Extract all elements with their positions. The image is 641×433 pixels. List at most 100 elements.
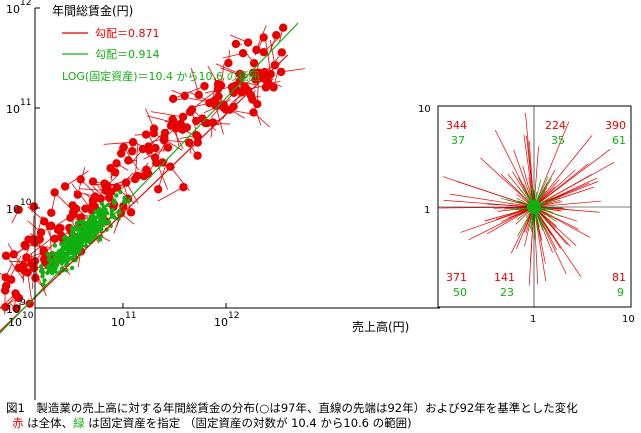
- red-data-point: [12, 304, 21, 313]
- red-data-point: [50, 188, 59, 197]
- x-tick-exponent: 12: [228, 311, 239, 321]
- green-data-point: [45, 270, 50, 276]
- red-data-point: [35, 235, 44, 244]
- green-data-point: [46, 263, 52, 268]
- red-data-point: [153, 185, 163, 194]
- red-data-point: [111, 168, 120, 177]
- green-data-point: [52, 243, 58, 248]
- y-tick-label: 10: [6, 203, 20, 216]
- inset-red-ray: [533, 149, 611, 208]
- inset-count-tl-red: 344: [446, 119, 467, 132]
- red-data-point: [278, 23, 288, 32]
- caption-green-word: 緑: [73, 416, 85, 430]
- red-data-point: [40, 217, 49, 226]
- red-data-point: [253, 99, 262, 109]
- red-change-segment: [172, 85, 205, 100]
- green-data-point: [73, 239, 79, 245]
- red-change-segment: [147, 142, 166, 175]
- red-data-point: [251, 75, 260, 84]
- red-data-point: [24, 235, 33, 244]
- red-data-point: [68, 207, 78, 217]
- red-data-point: [88, 177, 98, 186]
- red-data-point: [126, 208, 136, 217]
- green-data-point: [52, 257, 57, 262]
- red-data-point: [127, 146, 137, 156]
- inset-count-tl-green: 37: [451, 134, 465, 147]
- red-data-point: [243, 38, 253, 47]
- x-tick-exponent: 11: [125, 311, 136, 321]
- green-data-point: [97, 210, 102, 216]
- caption-red-word: 赤: [12, 416, 24, 430]
- inset-red-ray: [533, 206, 582, 278]
- green-data-point: [54, 251, 59, 257]
- inset-red-ray: [533, 146, 539, 208]
- inset-count-br-red: 81: [612, 271, 626, 284]
- green-data-point: [65, 236, 71, 241]
- green-data-point: [73, 225, 79, 230]
- red-data-point: [152, 158, 161, 167]
- green-data-point: [93, 209, 98, 214]
- red-data-point: [60, 182, 70, 191]
- red-data-point: [185, 138, 194, 147]
- green-data-point: [86, 237, 92, 242]
- inset-red-ray: [533, 200, 602, 208]
- inset-red-ray: [510, 206, 535, 254]
- inset-count-tc-red: 224: [545, 119, 566, 132]
- green-data-point: [72, 243, 77, 248]
- inset-count-tr-green: 61: [612, 134, 626, 147]
- green-data-point: [50, 270, 55, 276]
- red-data-point: [187, 105, 197, 114]
- inset-count-tc-green: 35: [551, 134, 565, 147]
- red-data-point: [14, 205, 23, 214]
- green-data-point: [50, 266, 55, 271]
- green-data-point: [118, 189, 123, 195]
- green-data-point: [42, 278, 47, 283]
- green-data-point: [112, 201, 117, 206]
- red-data-point: [6, 275, 16, 284]
- green-data-point: [68, 246, 74, 251]
- red-data-point: [240, 82, 250, 92]
- inset-frame: [437, 105, 632, 308]
- y-tick-exponent: 9: [20, 298, 26, 308]
- red-data-point: [19, 261, 28, 270]
- red-data-point: [119, 202, 128, 211]
- red-data-point: [36, 228, 46, 237]
- inset-red-ray: [513, 149, 535, 208]
- y-tick-exponent: 10: [20, 198, 32, 208]
- red-data-point: [119, 142, 128, 152]
- red-data-point: [50, 234, 59, 243]
- red-data-point: [249, 108, 258, 117]
- green-data-point: [52, 262, 58, 268]
- x-tick-exponent: 10: [22, 311, 34, 321]
- y-tick-label: 10: [6, 3, 20, 16]
- red-data-point: [45, 221, 55, 231]
- red-data-point: [163, 143, 173, 152]
- inset-red-ray: [456, 181, 535, 208]
- red-change-segment: [215, 63, 241, 75]
- red-data-point: [149, 124, 159, 133]
- red-change-segment: [26, 238, 52, 258]
- main-regression-lines: [0, 22, 299, 334]
- y-tick-exponent: 12: [20, 0, 31, 8]
- red-data-point: [193, 151, 202, 160]
- x-axis-label: 売上高(円): [352, 319, 409, 334]
- inset-red-ray: [533, 206, 577, 247]
- red-data-point: [207, 97, 217, 107]
- red-data-point: [224, 58, 233, 68]
- green-data-point: [81, 233, 87, 239]
- inset-x-tick-1: 1: [530, 314, 536, 325]
- legend: 勾配＝0.871 勾配＝0.914 LOG(固定資産)＝10.4 から10.6 …: [62, 27, 259, 83]
- inset-center-cluster: [527, 200, 541, 214]
- red-data-point: [252, 45, 261, 55]
- red-change-segment: [269, 39, 276, 66]
- green-data-point: [78, 219, 83, 225]
- red-data-point: [1, 281, 11, 291]
- green-data-point: [102, 218, 107, 224]
- green-data-point: [65, 239, 71, 245]
- red-data-point: [221, 105, 230, 114]
- red-change-segment: [93, 181, 115, 205]
- red-data-point: [151, 143, 160, 153]
- green-data-point: [86, 226, 91, 232]
- red-change-segment: [146, 115, 181, 125]
